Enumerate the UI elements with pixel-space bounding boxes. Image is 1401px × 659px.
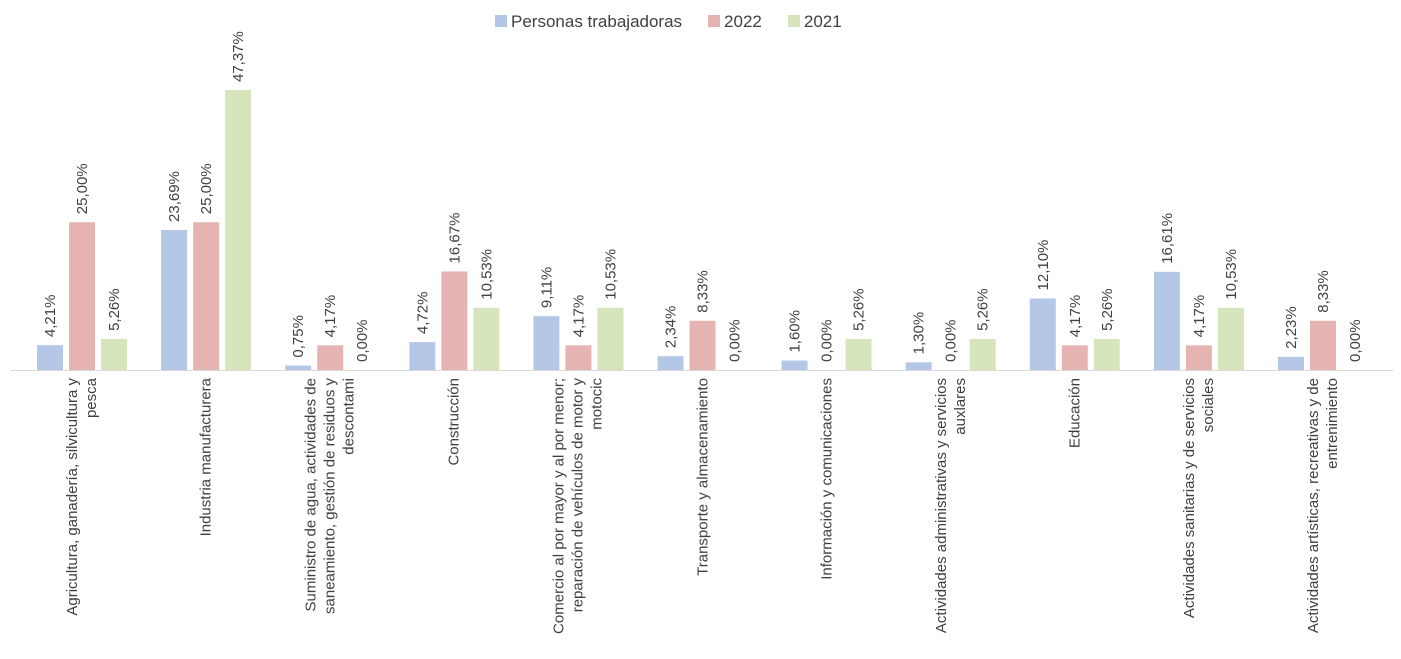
value-label: 4,17% [1067, 295, 1084, 338]
x-tick-label: Actividades artísticas, recreativas y de… [1304, 378, 1341, 634]
bar [597, 307, 624, 370]
value-label: 10,53% [1223, 249, 1240, 300]
x-tick-label: Actividades administrativas y servicios … [932, 378, 969, 634]
bar [1061, 345, 1088, 370]
value-label: 0,00% [354, 319, 371, 362]
value-label: 9,11% [538, 267, 555, 308]
bar [565, 345, 592, 370]
bar [193, 222, 220, 370]
value-label: 0,00% [943, 319, 960, 362]
value-label: 4,72% [414, 292, 431, 335]
value-label: 10,53% [602, 249, 619, 300]
bar [441, 271, 468, 370]
value-label: 16,67% [446, 213, 463, 264]
x-tick-label: Construcción [445, 378, 463, 466]
value-label: 8,33% [1315, 270, 1332, 313]
bar [781, 360, 808, 370]
value-label: 16,61% [1159, 213, 1176, 264]
value-label: 0,00% [819, 319, 836, 362]
legend-swatch [708, 15, 721, 27]
value-label: 23,69% [166, 171, 183, 222]
value-label: 2,23% [1283, 306, 1300, 349]
x-tick-label: Agricultura, ganadería, silvicultura y p… [64, 378, 101, 616]
x-tick-label: Suministro de agua, actividades de sanea… [302, 378, 358, 614]
bar [1277, 356, 1304, 370]
bar [1029, 298, 1056, 370]
bar [689, 320, 716, 370]
value-label: 5,26% [106, 288, 123, 331]
bar [225, 90, 252, 370]
value-label: 10,53% [478, 249, 495, 300]
value-label: 1,30% [911, 312, 928, 355]
bar [69, 222, 96, 370]
bar [101, 338, 128, 370]
bar [969, 338, 996, 370]
value-label: 8,33% [695, 270, 712, 313]
bar [473, 307, 500, 370]
legend-label: 2022 [724, 12, 762, 31]
value-label: 12,10% [1035, 240, 1052, 291]
value-label: 1,60% [787, 310, 804, 353]
value-label: 2,34% [663, 306, 680, 349]
bar [1185, 345, 1212, 370]
x-tick-label: Transporte y almacenamiento [694, 378, 711, 576]
value-label: 4,17% [322, 295, 339, 338]
legend-swatch [495, 15, 507, 27]
bar [317, 345, 344, 370]
value-label: 5,26% [975, 288, 992, 331]
value-label: 25,00% [198, 163, 215, 214]
bar [657, 356, 684, 370]
bar [409, 342, 436, 370]
bar [905, 362, 932, 370]
value-label: 0,00% [1347, 319, 1364, 362]
value-label: 4,21% [42, 295, 59, 338]
bar [161, 229, 188, 370]
value-label: 4,17% [570, 295, 587, 338]
bar [845, 338, 872, 370]
bar [37, 345, 64, 370]
x-tick-label: Educación [1066, 378, 1084, 449]
legend-label: Personas trabajadoras [511, 12, 682, 31]
value-label: 25,00% [74, 163, 91, 214]
bar [533, 316, 560, 370]
value-label: 47,37% [230, 31, 247, 82]
x-tick-label: Industria manufacturera [197, 378, 215, 537]
legend-swatch [787, 15, 800, 27]
legend-label: 2021 [804, 12, 842, 31]
value-label: 5,26% [1099, 288, 1116, 331]
x-tick-label: Información y comunicaciones [818, 378, 836, 580]
value-label: 0,75% [290, 315, 307, 358]
value-label: 4,17% [1191, 295, 1208, 338]
bar [1153, 271, 1180, 370]
value-label: 5,26% [851, 288, 868, 331]
bar [1309, 320, 1336, 370]
x-tick-label: Comercio al por mayor y al por menor; re… [550, 378, 606, 634]
bar [1093, 338, 1120, 370]
value-label: 0,00% [727, 319, 744, 362]
x-tick-label: Actividades sanitarias y de servicios so… [1180, 378, 1217, 619]
bar [285, 365, 312, 370]
bar [1217, 307, 1244, 370]
